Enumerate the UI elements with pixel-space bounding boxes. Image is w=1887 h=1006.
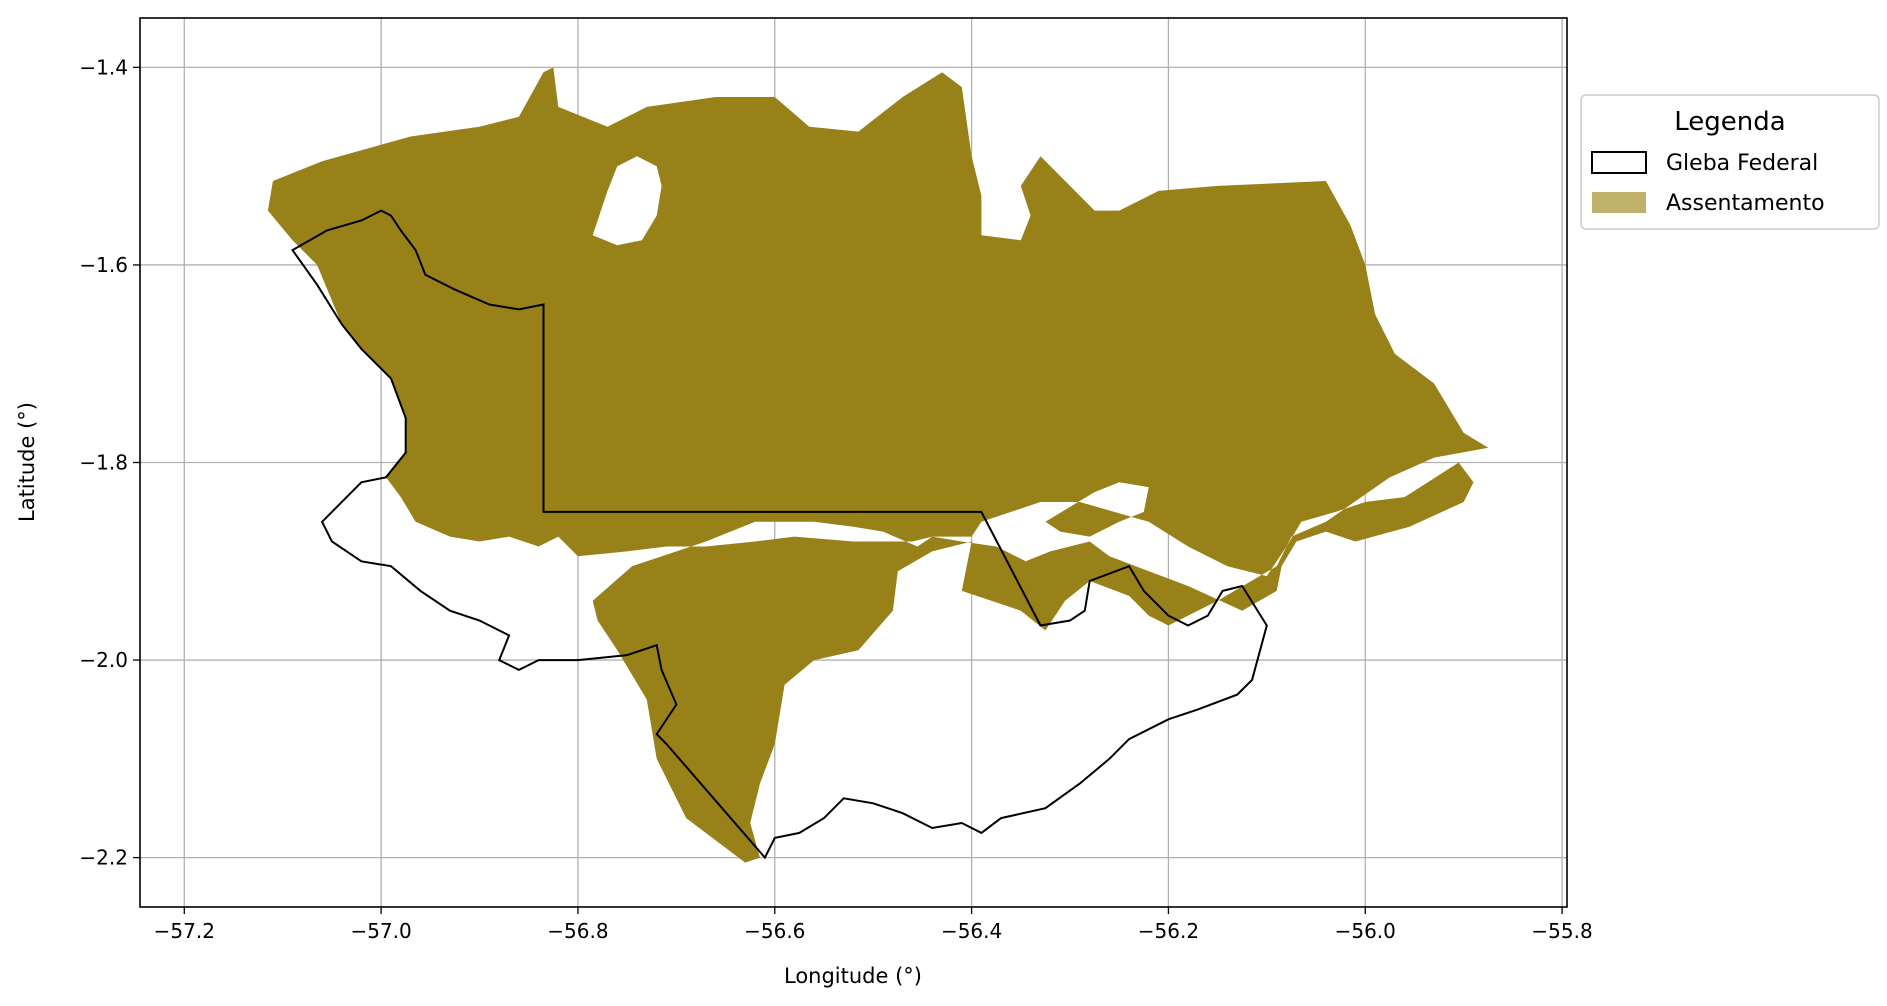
x-tick-label: −56.4	[941, 919, 1002, 943]
legend-label-gleba-federal: Gleba Federal	[1666, 151, 1818, 176]
x-tick-label: −55.8	[1531, 919, 1592, 943]
legend-frame	[1580, 94, 1880, 230]
y-tick-label: −2.2	[79, 846, 128, 870]
y-axis-ticks: −1.4 −1.6 −1.8 −2.0 −2.2	[79, 55, 140, 870]
x-tick-label: −57.0	[350, 919, 411, 943]
legend-swatch-assentamento	[1592, 192, 1646, 213]
legend-swatch-gleba-federal	[1591, 151, 1647, 174]
y-tick-label: −1.4	[79, 55, 128, 79]
y-tick-label: −1.8	[79, 451, 128, 475]
y-tick-label: −2.0	[79, 648, 128, 672]
y-tick-label: −1.6	[79, 253, 128, 277]
legend-label-assentamento: Assentamento	[1666, 191, 1825, 216]
y-axis-label: Latitude (°)	[15, 402, 39, 522]
gleba-federal-outline	[291, 209, 1268, 860]
legend: Legenda Gleba Federal Assentamento	[1580, 94, 1880, 230]
x-tick-label: −56.6	[744, 919, 805, 943]
legend-title: Legenda	[1674, 107, 1785, 137]
x-tick-label: −56.8	[547, 919, 608, 943]
x-tick-label: −56.0	[1335, 919, 1396, 943]
map-layers	[267, 67, 1489, 863]
x-axis-ticks: −57.2 −57.0 −56.8 −56.6 −56.4 −56.2 −56.0 −55.8	[154, 907, 1593, 943]
x-tick-label: −56.2	[1138, 919, 1199, 943]
assentamento-polygon	[267, 67, 1489, 863]
x-tick-label: −57.2	[154, 919, 215, 943]
x-axis-label: Longitude (°)	[784, 964, 922, 988]
